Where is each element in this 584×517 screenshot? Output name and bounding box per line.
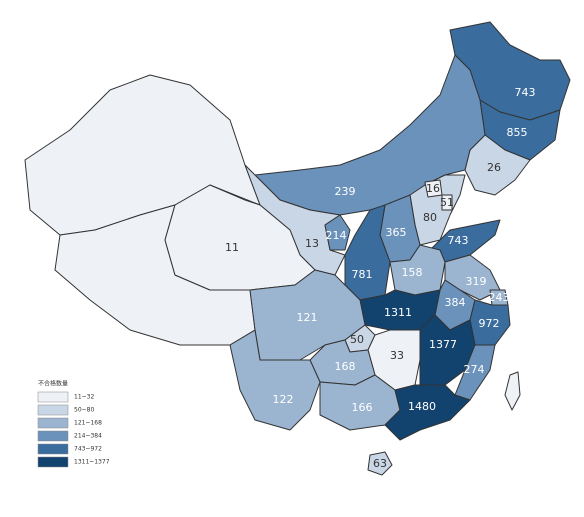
region-value: 11 — [225, 241, 239, 254]
region-value: 33 — [390, 349, 404, 362]
legend-label: 1311~1377 — [74, 459, 110, 466]
region-value: 63 — [373, 457, 387, 470]
legend-swatch — [37, 456, 69, 468]
region-value: 1377 — [429, 338, 457, 351]
legend-title: 不合格数量 — [38, 380, 68, 388]
province — [384, 384, 471, 441]
region-value: 50 — [350, 333, 364, 346]
region-value: 158 — [402, 266, 423, 279]
region-value: 121 — [297, 311, 318, 324]
legend-label: 50~80 — [74, 407, 94, 414]
region-value: 16 — [426, 182, 440, 195]
region-value: 168 — [335, 360, 356, 373]
region-value: 743 — [515, 86, 536, 99]
province — [324, 214, 351, 251]
region-value: 51 — [440, 196, 454, 209]
region-value: 1480 — [408, 400, 436, 413]
legend-swatch — [37, 417, 69, 429]
region-value: 855 — [507, 126, 528, 139]
province — [464, 134, 531, 196]
region-value: 365 — [386, 226, 407, 239]
region-value: 122 — [273, 393, 294, 406]
region-value: 80 — [423, 211, 437, 224]
region-value: 214 — [326, 229, 347, 242]
region-value: 384 — [445, 296, 466, 309]
province — [367, 451, 393, 476]
region-value: 319 — [466, 275, 487, 288]
region-value: 274 — [464, 363, 485, 376]
region-value: 243 — [489, 291, 510, 304]
region-value: 781 — [352, 268, 373, 281]
legend-label: 743~972 — [74, 446, 102, 453]
province — [504, 371, 521, 411]
region-value: 743 — [448, 234, 469, 247]
legend-swatch — [37, 443, 69, 455]
legend-swatch — [37, 404, 69, 416]
region-value: 1311 — [384, 306, 412, 319]
region-value: 972 — [479, 317, 500, 330]
legend-label: 121~168 — [74, 420, 102, 427]
province — [441, 194, 453, 211]
region-value: 166 — [352, 401, 373, 414]
legend-swatch — [37, 430, 69, 442]
region-value: 13 — [305, 237, 319, 250]
province — [359, 289, 441, 331]
legend-swatch — [37, 391, 69, 403]
legend-label: 11~32 — [74, 394, 94, 401]
region-value: 239 — [335, 185, 356, 198]
region-value: 26 — [487, 161, 501, 174]
province — [254, 54, 486, 216]
legend-label: 214~384 — [74, 433, 102, 440]
